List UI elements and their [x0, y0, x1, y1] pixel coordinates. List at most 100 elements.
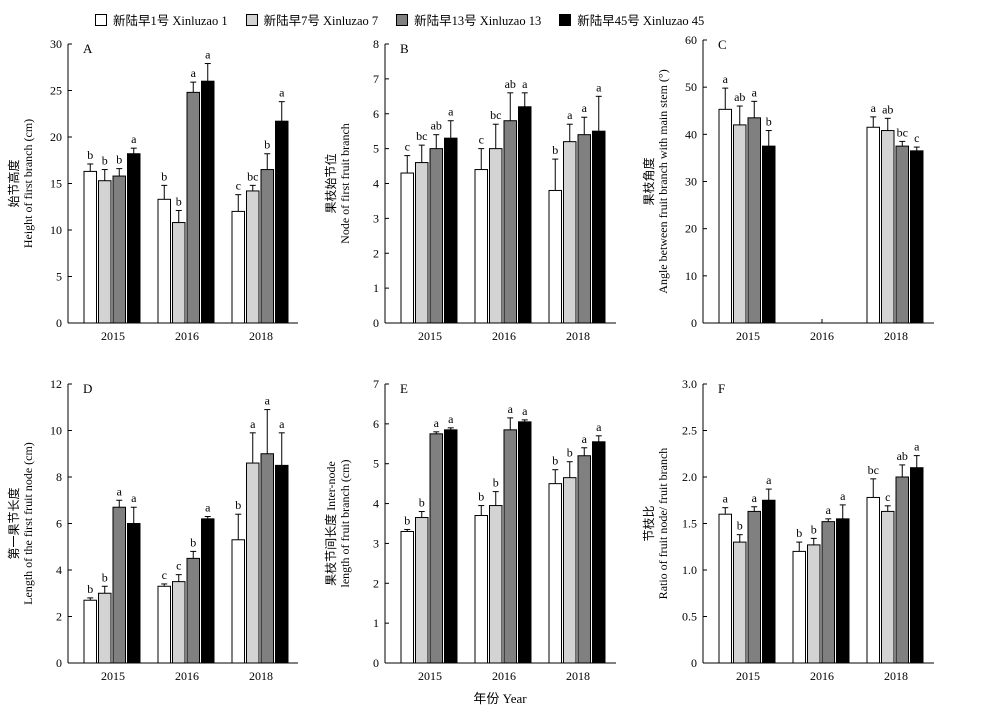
significance-letter: a: [250, 417, 256, 431]
bar: [415, 517, 429, 664]
significance-letter: bc: [416, 129, 427, 143]
y-tick-label: 4: [56, 563, 62, 577]
significance-letter: a: [205, 48, 211, 62]
y-tick-label: 1: [373, 616, 379, 630]
significance-letter: b: [552, 454, 558, 468]
y-axis-label-cn: 果枝始节位: [323, 153, 338, 213]
significance-letter: b: [552, 143, 558, 157]
y-tick-label: 2: [373, 576, 379, 590]
significance-letter: ab: [505, 77, 516, 91]
bar: [444, 137, 458, 324]
y-tick-label: 30: [50, 37, 62, 51]
panel-label: D: [83, 381, 92, 396]
x-tick-label: 2018: [249, 669, 273, 683]
significance-letter: bc: [868, 463, 879, 477]
x-tick-label: 2015: [736, 329, 760, 343]
y-tick-label: 1.0: [682, 563, 697, 577]
panel-label: E: [400, 381, 408, 396]
x-axis-title: 年份 Year: [473, 691, 527, 706]
x-tick-label: 2018: [566, 669, 590, 683]
significance-letter: a: [871, 101, 877, 115]
y-tick-label: 60: [685, 33, 697, 47]
significance-letter: a: [766, 473, 772, 487]
bar: [112, 175, 126, 324]
y-axis-label-en: length of fruit branch (cm): [338, 460, 352, 588]
significance-letter: b: [176, 194, 182, 208]
significance-letter: bc: [247, 169, 258, 183]
legend-item-xinluzao-13: 新陆早13号 Xinluzao 13: [396, 10, 541, 29]
bar: [762, 145, 776, 324]
legend-item-xinluzao-45: 新陆早45号 Xinluzao 45: [559, 10, 704, 29]
bar: [592, 441, 606, 664]
y-tick-label: 15: [50, 177, 62, 191]
bar: [172, 581, 186, 664]
legend-label: 新陆早1号 Xinluzao 1: [113, 14, 228, 28]
y-tick-label: 2.5: [682, 424, 697, 438]
bar: [747, 117, 761, 324]
y-tick-label: 5: [56, 270, 62, 284]
significance-letter: a: [522, 77, 528, 91]
y-axis-label-en: Angle between fruit branch with main ste…: [656, 69, 670, 293]
y-tick-label: 6: [373, 107, 379, 121]
y-tick-label: 7: [373, 377, 379, 391]
bar: [186, 91, 200, 324]
bar: [474, 169, 488, 324]
y-tick-label: 3: [373, 211, 379, 225]
y-tick-label: 5: [373, 142, 379, 156]
bar: [910, 467, 924, 664]
significance-letter: a: [434, 416, 440, 430]
x-tick-label: 2018: [566, 329, 590, 343]
x-tick-label: 2018: [249, 329, 273, 343]
bar: [474, 515, 488, 664]
y-tick-label: 50: [685, 80, 697, 94]
y-tick-label: 8: [373, 37, 379, 51]
bar: [895, 476, 909, 664]
y-tick-label: 7: [373, 72, 379, 86]
significance-letter: ab: [882, 102, 893, 116]
significance-letter: c: [176, 559, 181, 573]
bar: [260, 453, 274, 664]
bar: [563, 141, 577, 324]
x-tick-label: 2016: [810, 669, 834, 683]
y-tick-label: 5: [373, 457, 379, 471]
bar: [866, 126, 880, 324]
significance-letter: bc: [897, 125, 908, 139]
legend-label: 新陆早7号 Xinluzao 7: [263, 14, 379, 28]
significance-letter: a: [596, 420, 602, 434]
panel-label: B: [400, 41, 409, 56]
bar: [718, 513, 732, 664]
y-tick-label: 6: [373, 417, 379, 431]
bar: [592, 130, 606, 324]
bar: [577, 455, 591, 664]
significance-letter: a: [840, 489, 846, 503]
x-tick-label: 2016: [492, 669, 516, 683]
bar: [157, 585, 171, 664]
significance-letter: b: [737, 519, 743, 533]
significance-letter: b: [190, 535, 196, 549]
bar: [231, 210, 245, 324]
significance-letter: b: [796, 526, 802, 540]
significance-letter: c: [405, 140, 410, 154]
bar: [503, 429, 517, 664]
y-tick-label: 2: [56, 610, 62, 624]
y-tick-label: 0: [373, 316, 379, 330]
significance-letter: a: [522, 404, 528, 418]
bar: [98, 180, 112, 324]
significance-letter: c: [236, 179, 241, 193]
panel-label: A: [83, 41, 93, 56]
significance-letter: b: [567, 446, 573, 460]
bar: [186, 557, 200, 664]
y-tick-label: 25: [50, 84, 62, 98]
legend: 新陆早1号 Xinluzao 1 新陆早7号 Xinluzao 7 新陆早13号…: [95, 10, 704, 29]
legend-swatch: [396, 13, 409, 26]
significance-letter: a: [723, 72, 729, 86]
y-tick-label: 2.0: [682, 470, 697, 484]
legend-swatch: [245, 13, 258, 26]
bar: [489, 505, 503, 664]
bar: [231, 539, 245, 664]
y-tick-label: 8: [56, 470, 62, 484]
significance-letter: a: [596, 80, 602, 94]
bar: [400, 530, 414, 664]
bar: [157, 198, 171, 324]
